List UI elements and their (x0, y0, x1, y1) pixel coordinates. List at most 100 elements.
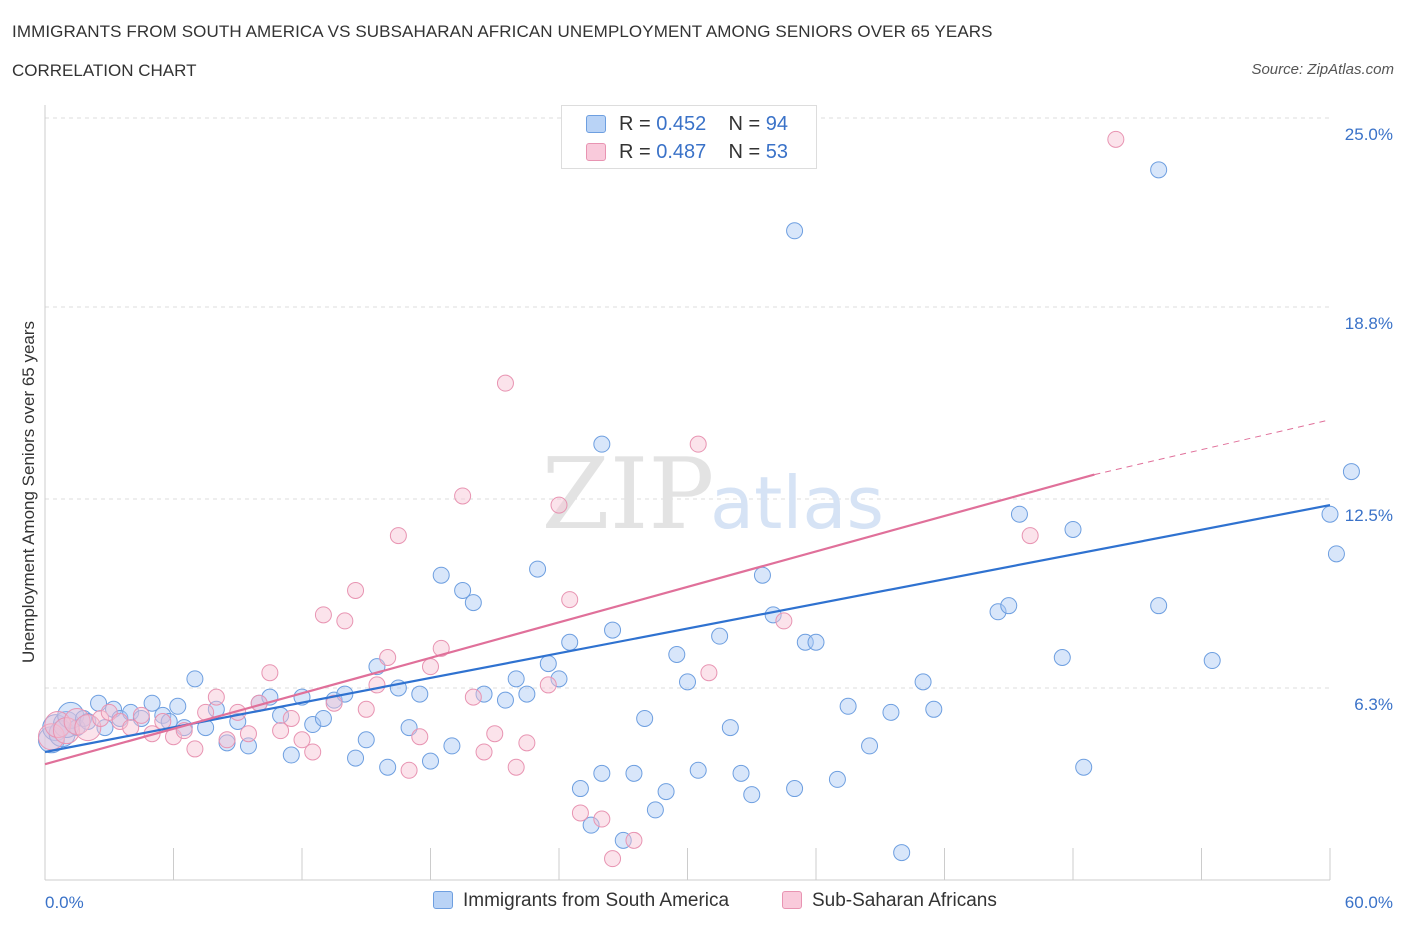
x-tick-labels: 0.0% 60.0% (45, 893, 1393, 912)
point-south-america (657, 783, 675, 801)
point-south-america (282, 746, 300, 764)
gridlines (45, 117, 1330, 689)
point-subsaharan (422, 658, 439, 676)
point-subsaharan (775, 612, 793, 630)
bottom-legend-swatch-blue (433, 891, 453, 909)
legend-r-value: 0.487 (656, 141, 707, 163)
point-south-america (786, 222, 804, 240)
y-tick-label: 6.3% (1354, 695, 1393, 714)
point-subsaharan (539, 676, 557, 694)
point-subsaharan (689, 435, 707, 453)
point-south-america (711, 627, 729, 645)
point-south-america (646, 801, 664, 819)
point-south-america (721, 719, 739, 737)
point-subsaharan (132, 706, 150, 724)
point-subsaharan (325, 694, 343, 712)
point-south-america (861, 737, 879, 755)
point-subsaharan (625, 831, 643, 849)
point-south-america (571, 780, 589, 798)
point-subsaharan (92, 709, 110, 727)
y-axis-label: Unemployment Among Seniors over 65 years (19, 321, 38, 663)
point-subsaharan (357, 700, 375, 718)
point-subsaharan (550, 496, 568, 514)
legend-n-value: 53 (765, 141, 789, 163)
point-south-america (1342, 463, 1360, 481)
point-south-america (1010, 505, 1028, 523)
trendline-subsaharan-extension (1094, 419, 1331, 476)
correlation-legend: R = 0.452 N = 94 R = 0.487 N = 53 (561, 105, 817, 169)
bottom-legend-south-america: Immigrants from South America (433, 890, 729, 912)
point-subsaharan (379, 648, 397, 666)
point-south-america (839, 697, 857, 715)
point-subsaharan (1107, 130, 1125, 148)
x-tick-label: 60.0% (1345, 893, 1393, 912)
bottom-legend-subsaharan: Sub-Saharan Africans (782, 890, 997, 912)
point-south-america (807, 633, 825, 651)
y-tick-labels: 6.3% 12.5% 18.8% 25.0% (1345, 125, 1393, 714)
point-subsaharan (74, 714, 102, 742)
point-south-america (1075, 758, 1093, 776)
point-subsaharan (454, 487, 472, 505)
point-south-america (1327, 545, 1345, 563)
point-south-america (1203, 652, 1221, 670)
point-subsaharan (464, 688, 482, 706)
point-subsaharan (239, 725, 257, 743)
point-subsaharan (186, 740, 204, 758)
trendline-south-america (44, 504, 1331, 754)
point-subsaharan (272, 722, 290, 740)
legend-n-value: 94 (765, 113, 789, 135)
point-south-america (539, 655, 557, 673)
legend-swatch-pink (586, 143, 606, 161)
point-south-america (582, 816, 600, 834)
point-south-america (454, 581, 472, 599)
point-subsaharan (293, 731, 311, 749)
point-subsaharan (518, 734, 536, 752)
legend-swatch-blue (586, 115, 606, 133)
point-south-america (432, 566, 450, 584)
point-south-america (550, 670, 568, 688)
point-south-america (786, 780, 804, 798)
point-south-america (561, 633, 579, 651)
point-subsaharan (336, 612, 354, 630)
point-subsaharan (261, 664, 279, 682)
point-subsaharan (486, 725, 504, 743)
point-south-america (357, 731, 375, 749)
point-south-america (154, 706, 172, 724)
point-subsaharan (111, 713, 129, 731)
y-tick-label: 12.5% (1345, 506, 1393, 525)
point-subsaharan (218, 731, 236, 749)
point-south-america (668, 645, 686, 663)
point-south-america (679, 673, 696, 691)
point-subsaharan (52, 717, 80, 745)
point-subsaharan (411, 728, 429, 746)
watermark: ZIP atlas (542, 438, 884, 552)
point-subsaharan (389, 527, 407, 545)
point-subsaharan (207, 688, 225, 706)
point-south-america (314, 709, 332, 727)
point-south-america (347, 749, 365, 767)
x-tick-label: 0.0% (45, 893, 84, 912)
point-south-america (1150, 161, 1168, 179)
point-south-america (464, 594, 482, 612)
point-south-america (507, 670, 525, 688)
point-south-america (529, 560, 547, 578)
point-subsaharan (432, 639, 450, 657)
point-south-america (1064, 520, 1082, 538)
point-south-america (443, 737, 461, 755)
point-south-america (636, 709, 654, 727)
legend-n-label: N = (728, 113, 766, 135)
point-south-america (925, 700, 943, 718)
point-south-america (1053, 648, 1071, 666)
bottom-legend-label: Immigrants from South America (463, 890, 730, 911)
point-south-america (379, 758, 397, 776)
point-south-america (882, 703, 900, 721)
point-south-america (518, 685, 536, 703)
point-subsaharan (593, 810, 611, 828)
legend-n-label: N = (728, 141, 766, 163)
point-south-america (732, 764, 750, 782)
point-south-america (989, 603, 1007, 621)
point-subsaharan (347, 581, 365, 599)
point-south-america (475, 685, 493, 703)
point-subsaharan (604, 850, 622, 868)
